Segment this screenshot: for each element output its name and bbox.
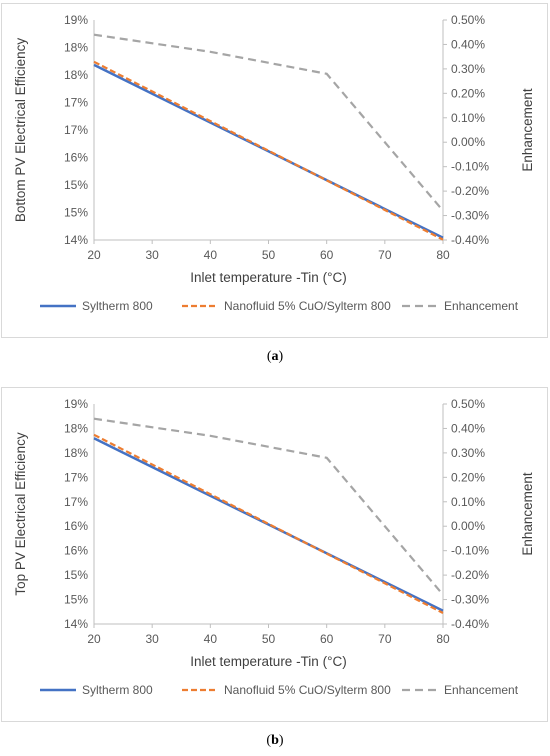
legend-label-1: Nanofluid 5% CuO/Sylterm 800 — [224, 299, 391, 313]
x-axis-title: Inlet temperature -Tin (°C) — [190, 270, 346, 285]
y-tick-label: 18% — [64, 421, 88, 435]
y-tick-label: 14% — [64, 617, 88, 631]
legend-label-2: Enhancement — [444, 299, 519, 313]
y-tick-label: 17% — [64, 495, 88, 509]
y2-tick-label: -0.10% — [451, 160, 489, 174]
x-tick-label: 70 — [378, 632, 392, 646]
x-tick-label: 20 — [87, 632, 101, 646]
y2-axis-title: Enhancement — [520, 88, 535, 172]
y-tick-label: 16% — [64, 544, 88, 558]
y-tick-label: 17% — [64, 96, 88, 110]
y2-tick-label: 0.50% — [451, 397, 485, 411]
x-tick-label: 30 — [145, 248, 159, 262]
caption-b-label: b — [271, 733, 279, 748]
y2-tick-label: -0.40% — [451, 233, 489, 247]
legend-label-0: Syltherm 800 — [82, 299, 153, 313]
legend-label-1: Nanofluid 5% CuO/Sylterm 800 — [224, 683, 391, 697]
y-tick-label: 15% — [64, 568, 88, 582]
y2-tick-label: 0.20% — [451, 86, 485, 100]
x-tick-label: 50 — [262, 632, 276, 646]
y-tick-label: 16% — [64, 151, 88, 165]
y2-tick-label: 0.50% — [451, 13, 485, 27]
y-tick-label: 18% — [64, 68, 88, 82]
series-line-0 — [93, 437, 444, 612]
x-tick-label: 40 — [204, 248, 218, 262]
y2-tick-label: -0.30% — [451, 209, 489, 223]
x-tick-label: 60 — [320, 248, 334, 262]
y2-tick-label: 0.30% — [451, 62, 485, 76]
caption-b: (b) — [266, 733, 284, 748]
y-tick-label: 17% — [64, 123, 88, 137]
legend-label-0: Syltherm 800 — [82, 683, 153, 697]
y2-tick-label: -0.10% — [451, 544, 489, 558]
y2-axis-title: Enhancement — [520, 472, 535, 556]
y2-tick-label: -0.40% — [451, 617, 489, 631]
y-axis-title: Top PV Electrical Efficiency — [13, 432, 28, 596]
y-tick-label: 17% — [64, 470, 88, 484]
chart-a-svg: 20 30 40 50 60 70 80 14% 15% 15% 16% 17% 17% 18% 18% 19… — [13, 13, 535, 313]
caption-a: (a) — [266, 349, 284, 364]
y-tick-label: 15% — [64, 593, 88, 607]
y2-tick-label: 0.20% — [451, 470, 485, 484]
y2-tick-label: 0.40% — [451, 421, 485, 435]
y2-tick-label: -0.20% — [451, 184, 489, 198]
series-line-1 — [93, 60, 444, 241]
chart-panel-a: 20 30 40 50 60 70 80 14% 15% 15% 16% 17% 17% 18% 18% 19… — [1, 3, 548, 338]
y2-tick-label: 0.10% — [451, 111, 485, 125]
y-tick-label: 15% — [64, 206, 88, 220]
y-tick-label: 15% — [64, 178, 88, 192]
legend-label-2: Enhancement — [444, 683, 519, 697]
y-tick-label: 18% — [64, 41, 88, 55]
y-axis-title: Bottom PV Electrical Efficiency — [13, 38, 28, 223]
y2-tick-label: 0.30% — [451, 446, 485, 460]
chart-panel-b: 20 30 40 50 60 70 80 14% 15% 15% 16% 16% 17% 17% 18% 18… — [1, 387, 548, 722]
x-tick-label: 60 — [320, 632, 334, 646]
y-tick-label: 19% — [64, 397, 88, 411]
series-line-0 — [93, 63, 444, 239]
x-tick-label: 80 — [436, 248, 450, 262]
x-tick-label: 70 — [378, 248, 392, 262]
y-tick-label: 18% — [64, 446, 88, 460]
y2-tick-label: -0.30% — [451, 593, 489, 607]
y-tick-label: 14% — [64, 233, 88, 247]
y-tick-label: 16% — [64, 519, 88, 533]
y2-tick-label: 0.00% — [451, 519, 485, 533]
x-tick-label: 30 — [145, 632, 159, 646]
series-line-2 — [93, 33, 444, 212]
x-tick-label: 50 — [262, 248, 276, 262]
y2-tick-label: 0.10% — [451, 495, 485, 509]
y2-tick-label: -0.20% — [451, 568, 489, 582]
chart-b-svg: 20 30 40 50 60 70 80 14% 15% 15% 16% 16% 17% 17% 18% 18… — [13, 397, 535, 697]
y2-tick-label: 0.40% — [451, 37, 485, 51]
series-line-1 — [93, 433, 444, 614]
series-line-2 — [93, 417, 444, 596]
x-tick-label: 80 — [436, 632, 450, 646]
x-tick-label: 40 — [204, 632, 218, 646]
y2-tick-label: 0.00% — [451, 135, 485, 149]
y-tick-label: 19% — [64, 13, 88, 27]
x-axis-title: Inlet temperature -Tin (°C) — [190, 654, 346, 669]
caption-a-label: a — [271, 349, 279, 364]
x-tick-label: 20 — [87, 248, 101, 262]
